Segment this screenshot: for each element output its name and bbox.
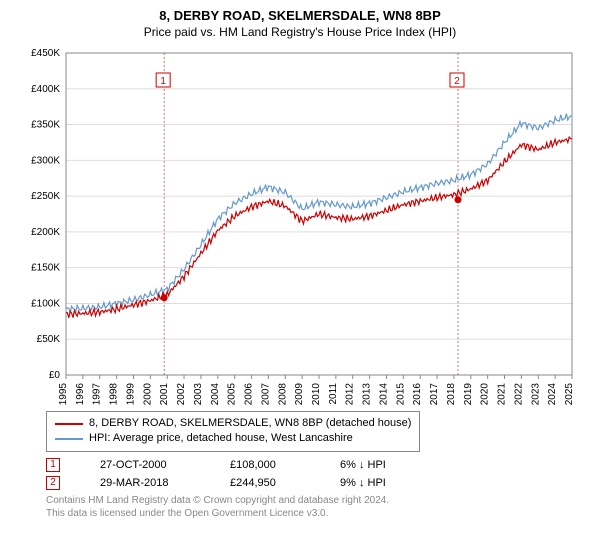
legend-box: 8, DERBY ROAD, SKELMERSDALE, WN8 8BP (de… bbox=[46, 411, 420, 452]
y-tick-label: £350K bbox=[31, 120, 60, 131]
y-tick-label: £150K bbox=[31, 263, 60, 274]
footer-line-1: Contains HM Land Registry data © Crown c… bbox=[46, 494, 590, 507]
x-tick-label: 2016 bbox=[412, 383, 423, 405]
x-tick-label: 1998 bbox=[109, 383, 120, 405]
x-tick-label: 2013 bbox=[362, 383, 373, 405]
y-tick-label: £100K bbox=[31, 298, 60, 309]
footer-line-2: This data is licensed under the Open Gov… bbox=[46, 507, 590, 520]
x-tick-label: 2014 bbox=[378, 383, 389, 405]
marker-delta: 6% ↓ HPI bbox=[340, 459, 386, 471]
marker-badge: 1 bbox=[46, 458, 60, 472]
x-tick-label: 2001 bbox=[159, 383, 170, 405]
marker-table: 1 27-OCT-2000 £108,000 6% ↓ HPI 2 29-MAR-2018… bbox=[46, 456, 590, 492]
marker-badge: 2 bbox=[46, 476, 60, 490]
x-tick-label: 2011 bbox=[328, 383, 339, 405]
y-tick-label: £200K bbox=[31, 227, 60, 238]
marker-row: 2 29-MAR-2018 £244,950 9% ↓ HPI bbox=[46, 474, 590, 492]
x-tick-label: 2005 bbox=[227, 383, 238, 405]
legend-label: 8, DERBY ROAD, SKELMERSDALE, WN8 8BP (de… bbox=[89, 416, 411, 431]
title-block: 8, DERBY ROAD, SKELMERSDALE, WN8 8BP Pri… bbox=[10, 8, 590, 39]
marker-date: 27-OCT-2000 bbox=[100, 459, 190, 471]
marker-date: 29-MAR-2018 bbox=[100, 477, 190, 489]
x-tick-label: 2006 bbox=[244, 383, 255, 405]
legend-swatch bbox=[55, 423, 83, 425]
x-tick-label: 2018 bbox=[446, 383, 457, 405]
x-tick-label: 1999 bbox=[125, 383, 136, 405]
x-tick-label: 2021 bbox=[497, 383, 508, 405]
marker-price: £244,950 bbox=[230, 477, 300, 489]
x-tick-label: 1995 bbox=[58, 383, 69, 405]
legend-label: HPI: Average price, detached house, West… bbox=[89, 431, 353, 446]
y-tick-label: £400K bbox=[31, 84, 60, 95]
footer-attribution: Contains HM Land Registry data © Crown c… bbox=[46, 494, 590, 520]
y-tick-label: £50K bbox=[37, 334, 61, 345]
x-tick-label: 2002 bbox=[176, 383, 187, 405]
y-tick-label: £450K bbox=[31, 48, 60, 59]
x-tick-label: 2008 bbox=[277, 383, 288, 405]
x-tick-label: 2010 bbox=[311, 383, 322, 405]
x-tick-label: 2023 bbox=[530, 383, 541, 405]
x-tick-label: 2020 bbox=[480, 383, 491, 405]
chart-area: £0 £50K £100K £150K £200K £250K £300K £350K £400… bbox=[22, 45, 582, 405]
x-tick-label: 2022 bbox=[513, 383, 524, 405]
chart-marker-badge: 1 bbox=[160, 76, 166, 87]
x-tick-label: 2009 bbox=[294, 383, 305, 405]
x-tick-label: 2025 bbox=[564, 383, 575, 405]
legend-swatch bbox=[55, 438, 83, 440]
chart-subtitle: Price paid vs. HM Land Registry's House … bbox=[10, 25, 590, 39]
x-tick-label: 2017 bbox=[429, 383, 440, 405]
x-tick-label: 2015 bbox=[395, 383, 406, 405]
x-tick-label: 2012 bbox=[345, 383, 356, 405]
x-tick-label: 2003 bbox=[193, 383, 204, 405]
marker-delta: 9% ↓ HPI bbox=[340, 477, 386, 489]
x-tick-label: 2019 bbox=[463, 383, 474, 405]
x-tick-label: 2000 bbox=[142, 383, 153, 405]
y-tick-label: £250K bbox=[31, 191, 60, 202]
chart-marker-badge: 2 bbox=[454, 76, 460, 87]
x-tick-label: 1997 bbox=[92, 383, 103, 405]
x-tick-label: 2024 bbox=[547, 383, 558, 405]
line-chart: £0 £50K £100K £150K £200K £250K £300K £350K £400… bbox=[22, 45, 582, 405]
x-tick-label: 2007 bbox=[260, 383, 271, 405]
legend-row: 8, DERBY ROAD, SKELMERSDALE, WN8 8BP (de… bbox=[55, 416, 411, 431]
marker-price: £108,000 bbox=[230, 459, 300, 471]
legend-row: HPI: Average price, detached house, West… bbox=[55, 431, 411, 446]
x-tick-label: 2004 bbox=[210, 383, 221, 405]
y-tick-label: £300K bbox=[31, 155, 60, 166]
marker-row: 1 27-OCT-2000 £108,000 6% ↓ HPI bbox=[46, 456, 590, 474]
chart-title: 8, DERBY ROAD, SKELMERSDALE, WN8 8BP bbox=[10, 8, 590, 23]
y-tick-label: £0 bbox=[49, 370, 61, 381]
x-tick-label: 1996 bbox=[75, 383, 86, 405]
